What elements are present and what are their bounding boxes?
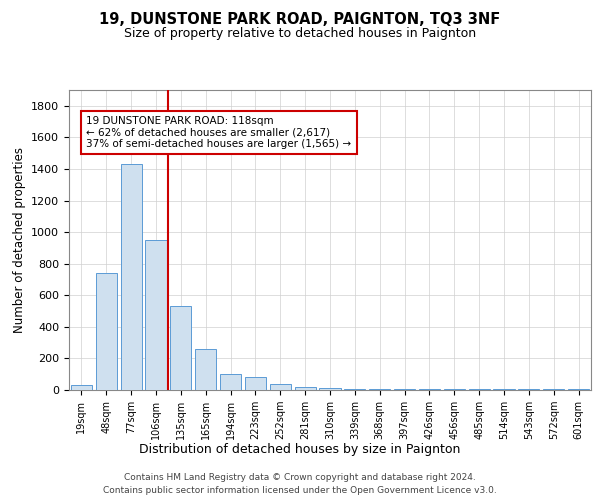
Bar: [220, 374, 241, 390]
Bar: [369, 389, 390, 390]
Bar: [195, 349, 216, 390]
Text: Size of property relative to detached houses in Paignton: Size of property relative to detached ho…: [124, 28, 476, 40]
Bar: [71, 386, 92, 390]
Bar: [295, 387, 316, 390]
Bar: [145, 240, 167, 390]
Bar: [543, 389, 564, 390]
Text: Contains public sector information licensed under the Open Government Licence v3: Contains public sector information licen…: [103, 486, 497, 495]
Bar: [121, 164, 142, 390]
Text: Distribution of detached houses by size in Paignton: Distribution of detached houses by size …: [139, 442, 461, 456]
Bar: [245, 376, 266, 390]
Bar: [270, 384, 291, 390]
Bar: [96, 273, 117, 390]
Bar: [170, 306, 191, 390]
Text: Contains HM Land Registry data © Crown copyright and database right 2024.: Contains HM Land Registry data © Crown c…: [124, 472, 476, 482]
Bar: [444, 389, 465, 390]
Y-axis label: Number of detached properties: Number of detached properties: [13, 147, 26, 333]
Bar: [394, 389, 415, 390]
Bar: [419, 389, 440, 390]
Text: 19, DUNSTONE PARK ROAD, PAIGNTON, TQ3 3NF: 19, DUNSTONE PARK ROAD, PAIGNTON, TQ3 3N…: [100, 12, 500, 28]
Text: 19 DUNSTONE PARK ROAD: 118sqm
← 62% of detached houses are smaller (2,617)
37% o: 19 DUNSTONE PARK ROAD: 118sqm ← 62% of d…: [86, 116, 352, 150]
Bar: [493, 389, 515, 390]
Bar: [319, 388, 341, 390]
Bar: [518, 389, 539, 390]
Bar: [344, 389, 365, 390]
Bar: [568, 389, 589, 390]
Bar: [469, 389, 490, 390]
